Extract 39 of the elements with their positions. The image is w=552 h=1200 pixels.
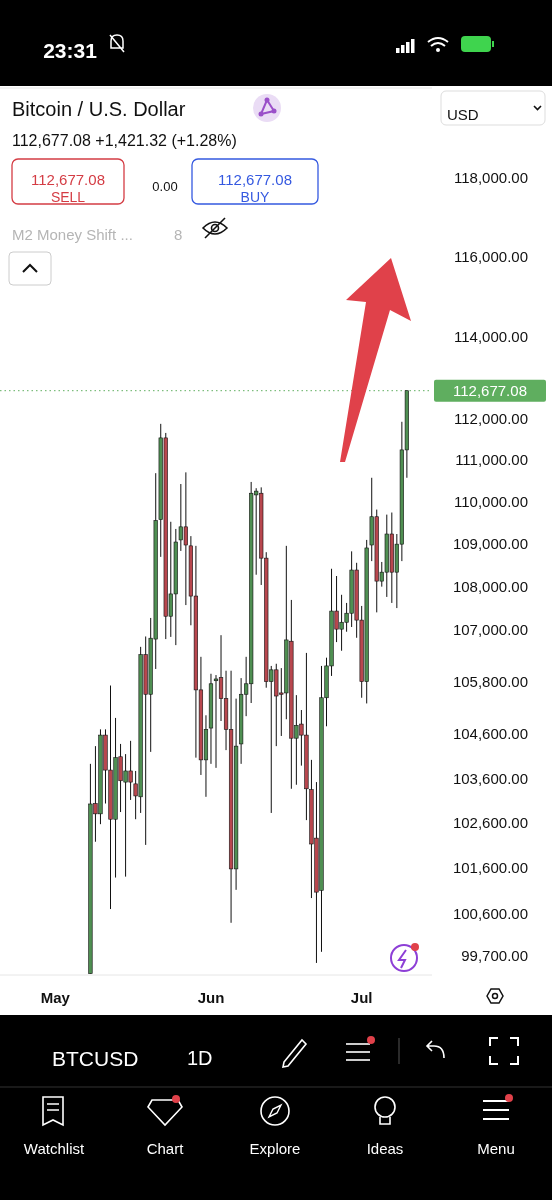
text: 112,677.08 +1,421.32 (+1.28%) <box>12 131 237 149</box>
x-tick-label: May <box>40 988 71 1006</box>
y-tick-label: 108,000.00 <box>452 577 528 595</box>
candlestick <box>213 674 219 769</box>
text: Explore <box>249 1139 301 1157</box>
annotation: 112,677.08 <box>31 170 105 188</box>
y-tick-label: 100,600.00 <box>452 905 528 923</box>
text: Menu <box>477 1139 515 1157</box>
y-tick-label: 114,000.00 <box>454 328 528 346</box>
y-tick-label: 111,000.00 <box>455 451 528 469</box>
x-tick-label: Jun <box>197 988 225 1006</box>
y-tick-label: 116,000.00 <box>454 248 528 266</box>
annotation: SELL <box>50 189 86 205</box>
annotation: 8 <box>174 225 183 243</box>
y-tick-label: 102,600.00 <box>452 814 528 832</box>
y-tick-label: 110,000.00 <box>454 493 528 511</box>
text: Chart <box>146 1139 185 1157</box>
annotation: BUY <box>240 189 271 205</box>
y-tick-label: 112,000.00 <box>454 410 528 427</box>
text: USD <box>447 105 479 123</box>
text: BTCUSD <box>52 1046 139 1070</box>
annotation: 112,677.08 <box>218 170 292 188</box>
text: Watchlist <box>23 1139 85 1157</box>
annotation: 0.00 <box>152 178 178 194</box>
y-tick-label: 99,700.00 <box>461 946 528 964</box>
y-tick-label: 101,600.00 <box>452 859 528 877</box>
ref-line-label: 112,677.08 <box>453 382 527 400</box>
text: Ideas <box>366 1139 404 1157</box>
text: 1D <box>187 1047 213 1069</box>
y-tick-label: 118,000.00 <box>454 169 528 187</box>
y-tick-label: 104,600.00 <box>452 725 528 743</box>
y-tick-label: 109,000.00 <box>452 535 528 553</box>
y-tick-label: 105,800.00 <box>452 672 528 690</box>
annotation: M2 Money Shift ... <box>12 225 133 243</box>
y-tick-label: 103,600.00 <box>452 769 528 787</box>
y-tick-label: 107,000.00 <box>452 620 528 638</box>
text: 23:31 <box>43 38 98 62</box>
x-tick-label: Jul <box>350 988 373 1006</box>
text: Bitcoin / U.S. Dollar <box>12 98 186 120</box>
